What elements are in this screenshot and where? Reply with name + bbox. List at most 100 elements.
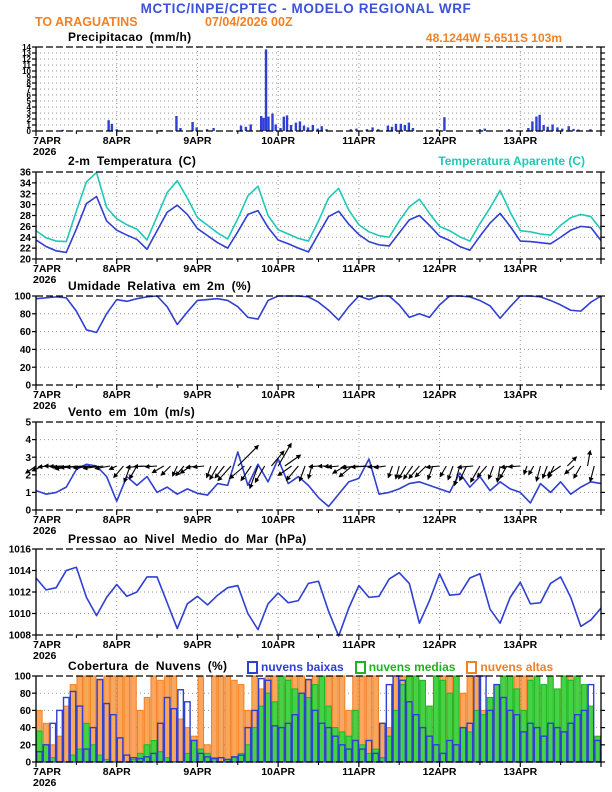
svg-text:30: 30 <box>20 200 32 211</box>
legend-item-mid-clouds: nuvens medias <box>354 660 455 674</box>
svg-text:8APR: 8APR <box>103 389 131 401</box>
panel-title-humidity: Umidade Relativa em 2m (%) <box>68 279 252 293</box>
svg-text:11APR: 11APR <box>342 135 376 147</box>
svg-text:8APR: 8APR <box>103 766 131 778</box>
svg-text:2026: 2026 <box>33 274 57 286</box>
legend-label-high-clouds: nuvens altas <box>480 660 554 674</box>
svg-text:7APR: 7APR <box>33 263 61 275</box>
svg-text:2: 2 <box>25 470 31 481</box>
svg-text:34: 34 <box>20 178 32 189</box>
svg-text:10APR: 10APR <box>261 389 295 401</box>
svg-text:9APR: 9APR <box>183 639 211 651</box>
svg-text:9APR: 9APR <box>183 263 211 275</box>
svg-text:60: 60 <box>20 706 32 717</box>
legend-label-low-clouds: nuvens baixas <box>261 660 344 674</box>
svg-text:11APR: 11APR <box>342 263 376 275</box>
svg-text:3: 3 <box>27 109 32 118</box>
svg-text:13APR: 13APR <box>503 639 537 651</box>
svg-text:22: 22 <box>20 244 32 255</box>
svg-text:36: 36 <box>20 168 32 179</box>
svg-text:4: 4 <box>27 103 32 112</box>
svg-text:13APR: 13APR <box>503 389 537 401</box>
svg-text:9APR: 9APR <box>183 514 211 526</box>
svg-text:28: 28 <box>20 211 32 222</box>
panel-title-pressure: Pressao ao Nivel Medio do Mar (hPa) <box>68 532 307 546</box>
svg-text:12APR: 12APR <box>423 135 457 147</box>
svg-text:12APR: 12APR <box>423 766 457 778</box>
svg-text:10APR: 10APR <box>261 514 295 526</box>
svg-text:12APR: 12APR <box>423 263 457 275</box>
svg-text:7APR: 7APR <box>33 639 61 651</box>
svg-text:0: 0 <box>27 127 32 136</box>
svg-text:2026: 2026 <box>33 650 57 662</box>
svg-text:11APR: 11APR <box>342 639 376 651</box>
svg-text:80: 80 <box>20 689 32 700</box>
svg-text:1014: 1014 <box>9 566 32 577</box>
svg-text:12APR: 12APR <box>423 514 457 526</box>
svg-text:20: 20 <box>20 255 32 266</box>
svg-text:7: 7 <box>27 85 32 94</box>
svg-text:2026: 2026 <box>33 777 57 789</box>
svg-text:1008: 1008 <box>9 631 32 642</box>
svg-text:1: 1 <box>27 121 32 130</box>
svg-text:8APR: 8APR <box>103 514 131 526</box>
svg-text:11: 11 <box>23 61 32 70</box>
svg-text:9: 9 <box>27 73 32 82</box>
panel-title-precipitation: Precipitacao (mm/h) <box>68 30 192 44</box>
svg-text:6: 6 <box>27 91 32 100</box>
svg-text:8: 8 <box>27 79 32 88</box>
svg-text:10: 10 <box>22 67 31 76</box>
svg-text:13APR: 13APR <box>503 766 537 778</box>
svg-text:60: 60 <box>20 327 32 338</box>
svg-text:12APR: 12APR <box>423 639 457 651</box>
svg-text:11APR: 11APR <box>342 766 376 778</box>
svg-text:3: 3 <box>25 453 31 464</box>
svg-text:7APR: 7APR <box>33 514 61 526</box>
panel-title-apparent-temperature: Temperatura Aparente (C) <box>438 154 585 168</box>
svg-text:12APR: 12APR <box>423 389 457 401</box>
page-title: MCTIC/INPE/CPTEC - MODELO REGIONAL WRF <box>140 1 472 16</box>
legend-item-low-clouds: nuvens baixas <box>247 660 344 674</box>
svg-text:1016: 1016 <box>9 545 32 556</box>
svg-text:14: 14 <box>22 43 31 52</box>
mid-clouds-swatch-icon <box>354 660 366 674</box>
svg-text:1012: 1012 <box>9 588 32 599</box>
svg-text:13APR: 13APR <box>503 263 537 275</box>
svg-text:10APR: 10APR <box>261 263 295 275</box>
low-clouds-swatch-icon <box>247 660 258 674</box>
svg-text:100: 100 <box>14 292 31 303</box>
svg-text:24: 24 <box>20 233 32 244</box>
svg-text:0: 0 <box>25 758 31 769</box>
svg-text:40: 40 <box>20 345 32 356</box>
svg-text:32: 32 <box>20 189 32 200</box>
svg-text:10APR: 10APR <box>261 135 295 147</box>
svg-text:7APR: 7APR <box>33 135 61 147</box>
svg-text:11APR: 11APR <box>342 389 376 401</box>
legend-item-high-clouds: nuvens altas <box>466 660 553 674</box>
svg-text:0: 0 <box>25 506 31 517</box>
svg-text:5: 5 <box>25 418 31 429</box>
high-clouds-swatch-icon <box>466 660 478 674</box>
svg-text:100: 100 <box>14 672 31 683</box>
svg-text:1: 1 <box>25 488 31 499</box>
panel-title-wind: Vento em 10m (m/s) <box>68 405 196 419</box>
svg-text:13APR: 13APR <box>503 514 537 526</box>
svg-text:12: 12 <box>22 55 31 64</box>
svg-text:2026: 2026 <box>33 525 57 537</box>
svg-text:8APR: 8APR <box>103 135 131 147</box>
svg-text:7APR: 7APR <box>33 766 61 778</box>
svg-text:0: 0 <box>25 381 31 392</box>
panel-title-clouds: Cobertura de Nuvens (%) <box>68 659 228 673</box>
svg-text:8APR: 8APR <box>103 639 131 651</box>
svg-text:10APR: 10APR <box>261 639 295 651</box>
svg-text:1010: 1010 <box>9 609 32 620</box>
svg-text:10APR: 10APR <box>261 766 295 778</box>
svg-text:20: 20 <box>20 740 32 751</box>
svg-text:2026: 2026 <box>33 400 57 412</box>
svg-text:4: 4 <box>25 435 31 446</box>
svg-text:2: 2 <box>27 115 32 124</box>
svg-text:26: 26 <box>20 222 32 233</box>
svg-text:80: 80 <box>20 309 32 320</box>
panel-title-temperature: 2-m Temperatura (C) <box>68 154 197 168</box>
